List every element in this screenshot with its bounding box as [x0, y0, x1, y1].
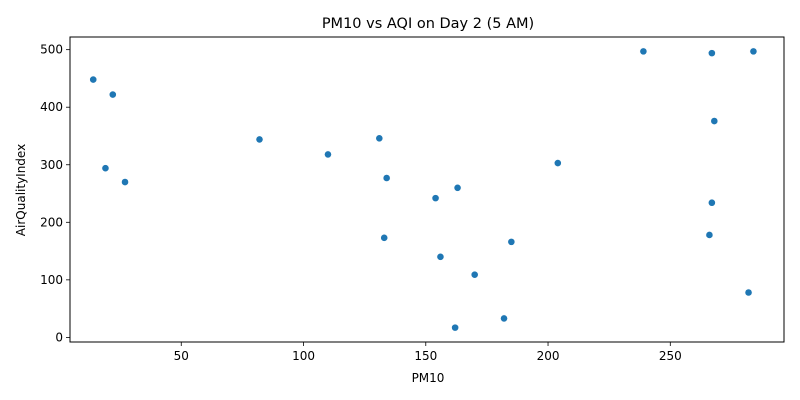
- data-point: [507, 237, 516, 246]
- data-point: [255, 135, 264, 144]
- x-axis-ticks: 50 100 150 200 250: [174, 342, 682, 363]
- plot-area: [69, 36, 785, 343]
- data-point: [431, 194, 440, 203]
- data-point: [108, 90, 117, 99]
- data-point: [553, 159, 562, 167]
- data-point: [639, 47, 648, 56]
- y-tick-label: 200: [40, 215, 63, 229]
- data-point: [500, 314, 508, 323]
- y-tick-label: 300: [40, 158, 63, 172]
- data-point: [380, 233, 389, 242]
- data-point: [375, 134, 384, 143]
- data-point: [705, 231, 714, 239]
- y-tick-label: 400: [40, 100, 63, 114]
- axes-frame: [69, 36, 785, 343]
- data-point: [749, 47, 758, 56]
- data-point: [710, 117, 719, 125]
- data-point: [707, 49, 716, 58]
- x-axis-label: PM10: [412, 371, 445, 385]
- data-point: [470, 270, 479, 279]
- data-point: [89, 75, 98, 84]
- y-tick-label: 0: [55, 330, 63, 344]
- x-tick-label: 50: [174, 349, 189, 363]
- data-point: [453, 183, 462, 192]
- data-point: [121, 178, 129, 186]
- x-tick-label: 100: [292, 349, 315, 363]
- x-tick-label: 200: [537, 349, 560, 363]
- y-axis-ticks: 0 100 200 300 400 500: [40, 43, 70, 344]
- y-tick-label: 500: [40, 43, 63, 57]
- y-axis-label: AirQualityIndex: [14, 144, 28, 236]
- data-point: [707, 198, 716, 207]
- data-point: [744, 288, 753, 297]
- chart-title: PM10 vs AQI on Day 2 (5 AM): [322, 16, 534, 32]
- data-point: [101, 164, 110, 173]
- data-point: [451, 323, 460, 332]
- data-point: [382, 174, 391, 182]
- data-point: [436, 252, 445, 261]
- x-tick-label: 250: [659, 349, 682, 363]
- points-layer: [89, 47, 758, 332]
- x-tick-label: 150: [414, 349, 437, 363]
- y-tick-label: 100: [40, 273, 63, 287]
- data-point: [324, 150, 332, 159]
